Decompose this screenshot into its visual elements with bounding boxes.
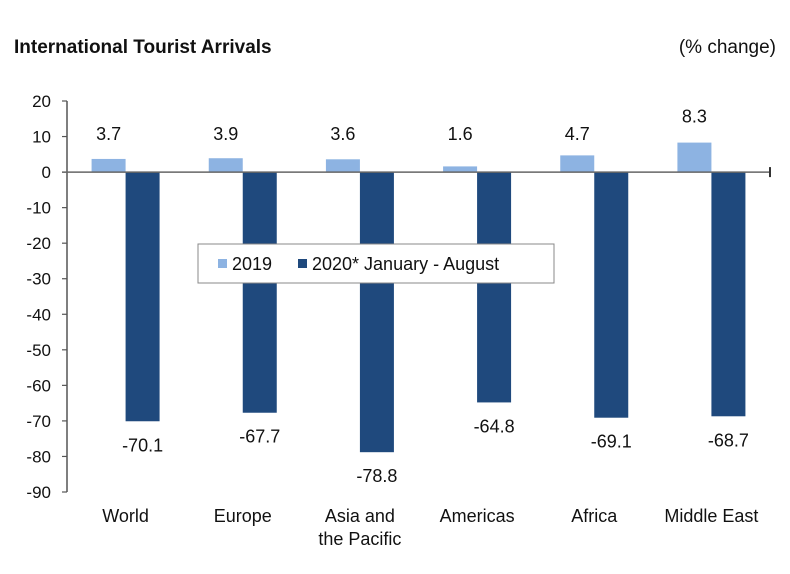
data-label-2019: 1.6 [448, 124, 473, 144]
chart-title: International Tourist Arrivals [14, 37, 272, 58]
bar-2019 [443, 166, 478, 173]
y-tick-label: -40 [26, 305, 51, 324]
bar-2020 [359, 172, 394, 453]
data-label-2019: 3.6 [330, 124, 355, 144]
category-label: the Pacific [318, 529, 401, 549]
bar-2020 [477, 172, 512, 403]
y-tick-label: -30 [26, 270, 51, 289]
bar-2019 [677, 142, 712, 173]
legend-swatch-2020 [298, 259, 307, 268]
data-label-2020: -70.1 [122, 435, 163, 455]
data-label-2019: 3.7 [96, 124, 121, 144]
y-tick-label: -90 [26, 483, 51, 502]
x-axis [62, 167, 771, 178]
data-label-2019: 3.9 [213, 124, 238, 144]
bar-2020 [242, 172, 277, 413]
category-label: Africa [571, 506, 618, 526]
category-labels: World Europe Asia and the Pacific Americas Af… [102, 506, 758, 549]
legend: 2019 2020* January - August [197, 243, 555, 284]
category-label: Americas [440, 506, 515, 526]
legend-box [197, 243, 555, 284]
y-tick-label: 10 [32, 128, 51, 147]
y-tick-label: -10 [26, 199, 51, 218]
y-tick-label: -60 [26, 376, 51, 395]
data-label-2020: -69.1 [591, 432, 632, 452]
bar-2020 [125, 172, 160, 422]
category-label: Europe [214, 506, 272, 526]
category-label: Asia and [325, 506, 395, 526]
bar-2019 [560, 155, 595, 173]
y-tick-label: -20 [26, 234, 51, 253]
bar-2019 [91, 158, 126, 173]
bar-2020 [711, 172, 746, 417]
data-label-2020: -67.7 [239, 427, 280, 447]
legend-swatch-2019 [218, 259, 227, 268]
y-tick-label: 0 [42, 163, 51, 182]
unit-label: (% change) [679, 37, 776, 58]
category-label: Middle East [664, 506, 758, 526]
bar-2019 [208, 158, 243, 173]
legend-label-2020: 2020* January - August [312, 254, 499, 274]
data-label-2020: -64.8 [474, 416, 515, 436]
y-axis: 20 10 0 -10 -20 -30 -40 -50 -60 -70 -80 -90 [26, 92, 68, 502]
bars [91, 142, 746, 453]
data-label-2020: -68.7 [708, 430, 749, 450]
data-label-2019: 4.7 [565, 124, 590, 144]
bar-2020 [594, 172, 629, 418]
legend-label-2019: 2019 [232, 254, 272, 274]
y-tick-label: -50 [26, 341, 51, 360]
y-tick-label: -80 [26, 447, 51, 466]
category-label: World [102, 506, 149, 526]
data-label-2020: -78.8 [356, 466, 397, 486]
bar-2019 [325, 159, 360, 173]
y-tick-label: 20 [32, 92, 51, 111]
y-tick-label: -70 [26, 412, 51, 431]
data-labels: 3.7 -70.1 3.9 -67.7 3.6 -78.8 1.6 -64.8 4.7 -69.1… [96, 107, 749, 487]
data-label-2019: 8.3 [682, 107, 707, 127]
